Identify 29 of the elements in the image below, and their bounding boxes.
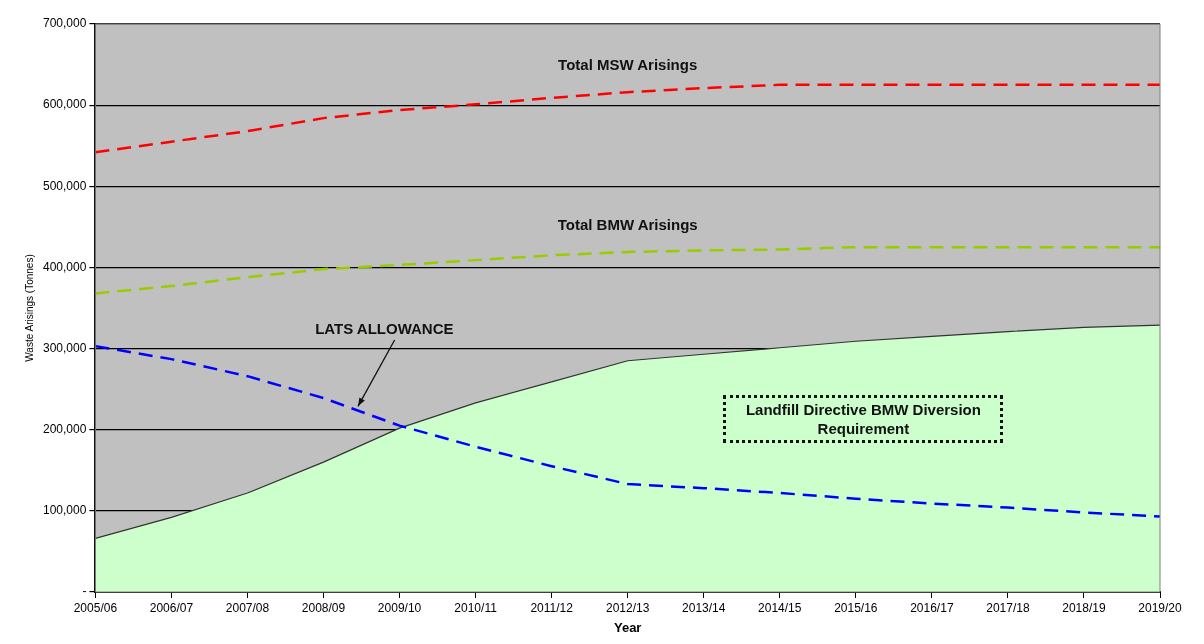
x-tick-label: 2005/06 [73, 600, 118, 615]
x-tick-label: 2017/18 [986, 600, 1030, 615]
y-tick-label: 200,000 [42, 422, 87, 437]
x-tick-label: 2015/16 [834, 600, 878, 615]
y-tick-label: - [82, 584, 87, 599]
x-tick-label: 2012/13 [605, 600, 650, 615]
x-tick-label: 2019/20 [1138, 600, 1183, 615]
y-tick-label: 600,000 [42, 97, 87, 112]
x-axis-title: Year [613, 619, 642, 635]
y-tick-label: 500,000 [42, 178, 87, 193]
x-tick-label: 2016/17 [910, 600, 954, 615]
x-tick-label: 2018/19 [1062, 600, 1106, 615]
series-label: Total BMW Arisings [557, 214, 698, 234]
y-tick-label: 700,000 [42, 16, 87, 31]
x-tick-label: 2013/14 [682, 600, 726, 615]
x-tick-label: 2006/07 [149, 600, 194, 615]
y-tick-label: 100,000 [42, 503, 87, 518]
x-tick-label: 2014/15 [758, 600, 802, 615]
series-label: Landfill Directive BMW Diversion Requirement [723, 394, 1004, 443]
series-label: Total MSW Arisings [558, 54, 698, 74]
x-tick-label: 2009/10 [377, 600, 422, 615]
x-tick-label: 2008/09 [301, 600, 346, 615]
x-tick-label: 2007/08 [225, 600, 270, 615]
text: LATS ALLOWANCE [315, 318, 454, 338]
x-tick-label: 2010/11 [454, 600, 498, 615]
y-tick-label: 400,000 [42, 259, 87, 274]
y-axis-title: Waste Arisings (Tonnes) [23, 254, 35, 362]
x-tick-label: 2011/12 [530, 600, 574, 615]
y-tick-label: 300,000 [42, 340, 87, 355]
